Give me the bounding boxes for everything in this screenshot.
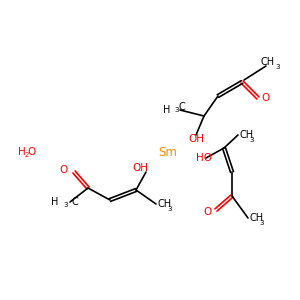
Text: 3: 3 [168,206,172,212]
Text: HO: HO [196,153,212,163]
Text: OH: OH [132,163,148,173]
Text: CH: CH [261,57,275,67]
Text: C: C [71,197,78,207]
Text: CH: CH [158,199,172,209]
Text: Sm: Sm [159,146,177,158]
Text: CH: CH [250,213,264,223]
Text: 3: 3 [260,220,264,226]
Text: 3: 3 [64,202,68,208]
Text: C: C [178,102,185,112]
Text: 3: 3 [250,137,254,143]
Text: CH: CH [240,130,254,140]
Text: H: H [51,197,58,207]
Text: 2: 2 [25,152,29,158]
Text: OH: OH [188,134,204,144]
Text: 3: 3 [276,64,280,70]
Text: H: H [163,105,170,115]
Text: O: O [204,207,212,217]
Text: O: O [60,165,68,175]
Text: H: H [18,147,26,157]
Text: O: O [28,147,36,157]
Text: 3: 3 [175,107,179,113]
Text: O: O [262,93,270,103]
